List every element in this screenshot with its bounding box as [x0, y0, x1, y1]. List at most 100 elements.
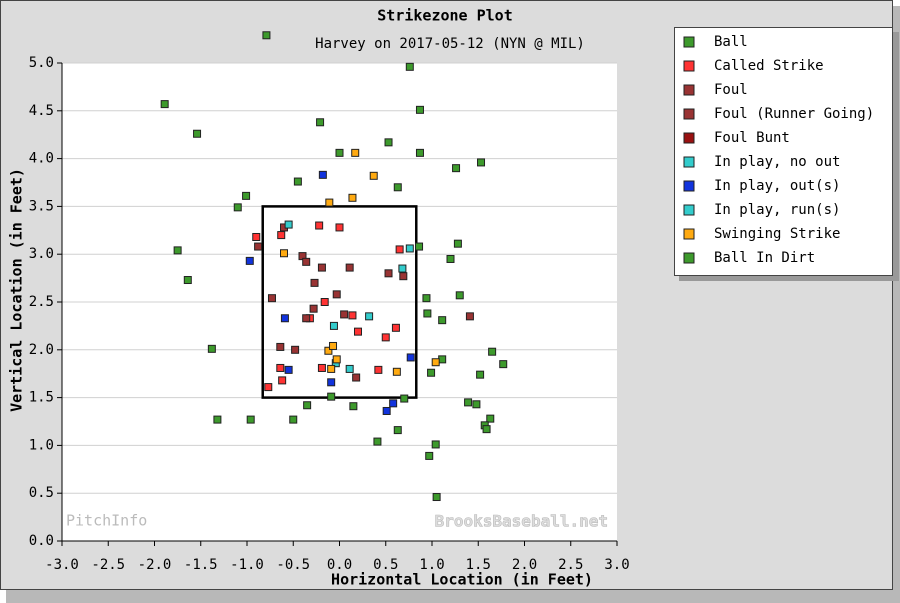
- x-tick-label: -2.5: [91, 557, 125, 573]
- pitch-point: [318, 170, 327, 179]
- watermark: PitchInfo: [66, 512, 147, 530]
- chart-subtitle: Harvey on 2017-05-12 (NYN @ MIL): [315, 36, 585, 52]
- legend-swatch: [683, 228, 695, 240]
- legend-label: Swinging Strike: [714, 226, 840, 242]
- pitch-point: [438, 316, 447, 325]
- pitch-point: [324, 346, 333, 355]
- legend-label: In play, out(s): [714, 178, 840, 194]
- pitch-point: [332, 290, 341, 299]
- x-tick-label: 2.0: [512, 557, 537, 573]
- pitch-point: [354, 327, 362, 336]
- pitch-point: [316, 118, 325, 127]
- pitch-point: [348, 311, 357, 320]
- legend-swatch: [683, 156, 695, 168]
- pitch-point: [309, 304, 318, 313]
- pitch-point: [207, 344, 216, 353]
- pitch-point: [276, 342, 285, 351]
- pitch-point: [276, 363, 285, 372]
- watermark: BrooksBaseball.net: [435, 512, 608, 531]
- pitch-point: [277, 231, 286, 240]
- y-tick-label: 0.5: [29, 485, 54, 501]
- pitch-point: [482, 425, 491, 434]
- legend-box: [674, 27, 893, 276]
- pitch-point: [452, 164, 461, 173]
- legend: [674, 27, 899, 281]
- pitch-point: [291, 345, 300, 354]
- pitch-point: [329, 321, 338, 330]
- pitch-point: [446, 254, 455, 263]
- pitch-point: [431, 358, 440, 367]
- legend-label: In play, no out: [714, 154, 840, 170]
- legend-label: In play, run(s): [714, 202, 840, 218]
- pitch-point: [373, 437, 382, 446]
- pitch-point: [284, 365, 293, 374]
- pitch-point: [345, 364, 354, 373]
- pitch-point: [486, 414, 495, 423]
- y-tick-label: 5.0: [29, 55, 54, 71]
- legend-label: Foul (Runner Going): [714, 106, 874, 122]
- x-tick-label: -0.5: [276, 557, 310, 573]
- pitch-point: [264, 383, 273, 392]
- x-axis-label: Horizontal Location (in Feet): [331, 571, 593, 589]
- pitch-point: [332, 355, 341, 364]
- x-tick-label: 0.0: [327, 557, 352, 573]
- y-tick-label: 2.5: [29, 294, 54, 310]
- pitch-point: [340, 310, 349, 319]
- pitch-point: [393, 426, 402, 435]
- pitch-point: [499, 360, 508, 369]
- pitch-point: [391, 323, 400, 332]
- pitch-point: [455, 291, 464, 300]
- pitch-point: [406, 353, 415, 362]
- pitch-point: [352, 373, 361, 382]
- pitch-point: [415, 148, 424, 157]
- y-tick-label: 1.5: [29, 390, 54, 406]
- x-tick-label: -1.5: [184, 557, 218, 573]
- pitch-point: [293, 177, 302, 186]
- pitch-point: [335, 223, 344, 232]
- pitch-point: [431, 440, 440, 449]
- legend-swatch: [683, 108, 695, 120]
- legend-swatch: [683, 204, 695, 216]
- pitch-point: [415, 105, 424, 114]
- legend-label: Called Strike: [714, 58, 824, 74]
- y-axis-label: Vertical Location (in Feet): [8, 168, 26, 412]
- pitch-point: [280, 314, 289, 323]
- legend-label: Foul Bunt: [714, 130, 790, 146]
- pitch-point: [289, 415, 298, 424]
- pitch-point: [432, 493, 441, 502]
- legend-label: Ball: [714, 34, 748, 50]
- pitch-point: [381, 333, 390, 342]
- pitch-point: [453, 239, 462, 248]
- y-tick-label: 3.5: [29, 198, 54, 214]
- pitch-point: [278, 376, 287, 385]
- x-tick-label: 1.5: [466, 557, 491, 573]
- pitch-point: [488, 347, 497, 356]
- pitch-point: [160, 100, 169, 109]
- pitch-point: [477, 158, 486, 167]
- pitch-point: [374, 365, 383, 374]
- pitch-point: [327, 378, 336, 387]
- pitch-point: [384, 138, 393, 147]
- strike-zone: [261, 205, 418, 399]
- pitch-point: [302, 257, 311, 266]
- pitch-point: [365, 312, 374, 321]
- pitch-point: [392, 367, 401, 376]
- pitch-point: [422, 294, 431, 303]
- pitch-point: [233, 203, 242, 212]
- pitch-point: [303, 401, 312, 410]
- pitch-point: [464, 398, 473, 407]
- pitch-point: [242, 191, 251, 200]
- pitch-point: [335, 148, 344, 157]
- pitch-point: [345, 263, 354, 272]
- pitch-point: [325, 198, 334, 207]
- legend-label: Ball In Dirt: [714, 250, 815, 266]
- pitch-point: [252, 232, 261, 241]
- pitch-point: [284, 220, 293, 229]
- pitch-point: [400, 394, 409, 403]
- pitch-point: [415, 242, 424, 251]
- pitch-point: [395, 245, 404, 254]
- pitch-point: [351, 148, 360, 157]
- pitch-point: [245, 256, 254, 265]
- legend-swatch: [683, 132, 695, 144]
